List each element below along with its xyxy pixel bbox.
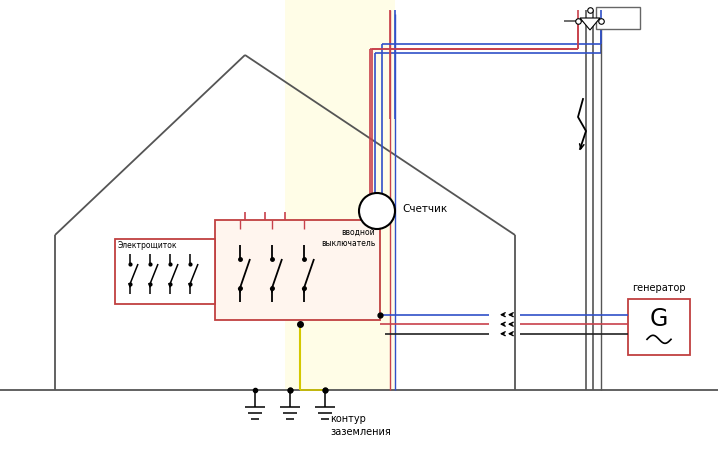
Bar [628, 299, 690, 355]
Bar [115, 239, 215, 304]
Bar [285, 0, 395, 390]
Polygon shape [580, 18, 600, 30]
Text: контур
заземления: контур заземления [330, 414, 391, 437]
Text: G: G [650, 307, 668, 331]
Circle shape [359, 193, 395, 229]
Bar [596, 7, 640, 29]
Text: генератор: генератор [632, 283, 686, 293]
Text: Электрощиток: Электрощиток [118, 241, 177, 250]
Bar [215, 220, 380, 320]
Text: вводной
выключатель: вводной выключатель [321, 228, 375, 248]
Text: Счетчик: Счетчик [402, 204, 447, 214]
